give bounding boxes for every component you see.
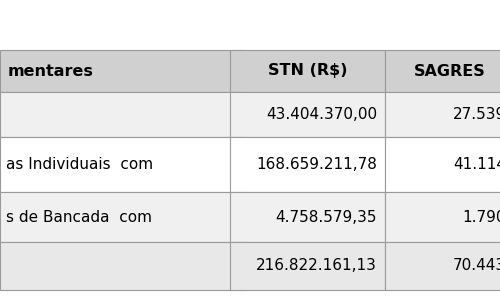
Text: 43.404.370,00: 43.404.370,00 [266, 107, 377, 122]
Bar [230, 137, 385, 192]
Bar [0, 92, 245, 137]
Bar [230, 242, 385, 290]
Bar [0, 50, 245, 92]
Bar [385, 137, 500, 192]
Text: 168.659.211,78: 168.659.211,78 [256, 157, 377, 172]
Text: 27.539.: 27.539. [453, 107, 500, 122]
Bar [385, 192, 500, 242]
Text: 1.790.: 1.790. [462, 209, 500, 224]
Text: s de Bancada  com: s de Bancada com [6, 209, 152, 224]
Bar [385, 50, 500, 92]
Bar [385, 92, 500, 137]
Text: 70.443.: 70.443. [453, 259, 500, 274]
Bar [230, 50, 385, 92]
Bar [385, 242, 500, 290]
Text: STN (R$): STN (R$) [268, 64, 347, 79]
Text: SAGRES: SAGRES [414, 64, 486, 79]
Text: 4.758.579,35: 4.758.579,35 [276, 209, 377, 224]
Text: 41.114.: 41.114. [453, 157, 500, 172]
Bar [230, 92, 385, 137]
Bar [0, 192, 245, 242]
Text: as Individuais  com: as Individuais com [6, 157, 153, 172]
Text: mentares: mentares [8, 64, 94, 79]
Text: 216.822.161,13: 216.822.161,13 [256, 259, 377, 274]
Bar [0, 242, 245, 290]
Bar [230, 192, 385, 242]
Bar [0, 137, 245, 192]
